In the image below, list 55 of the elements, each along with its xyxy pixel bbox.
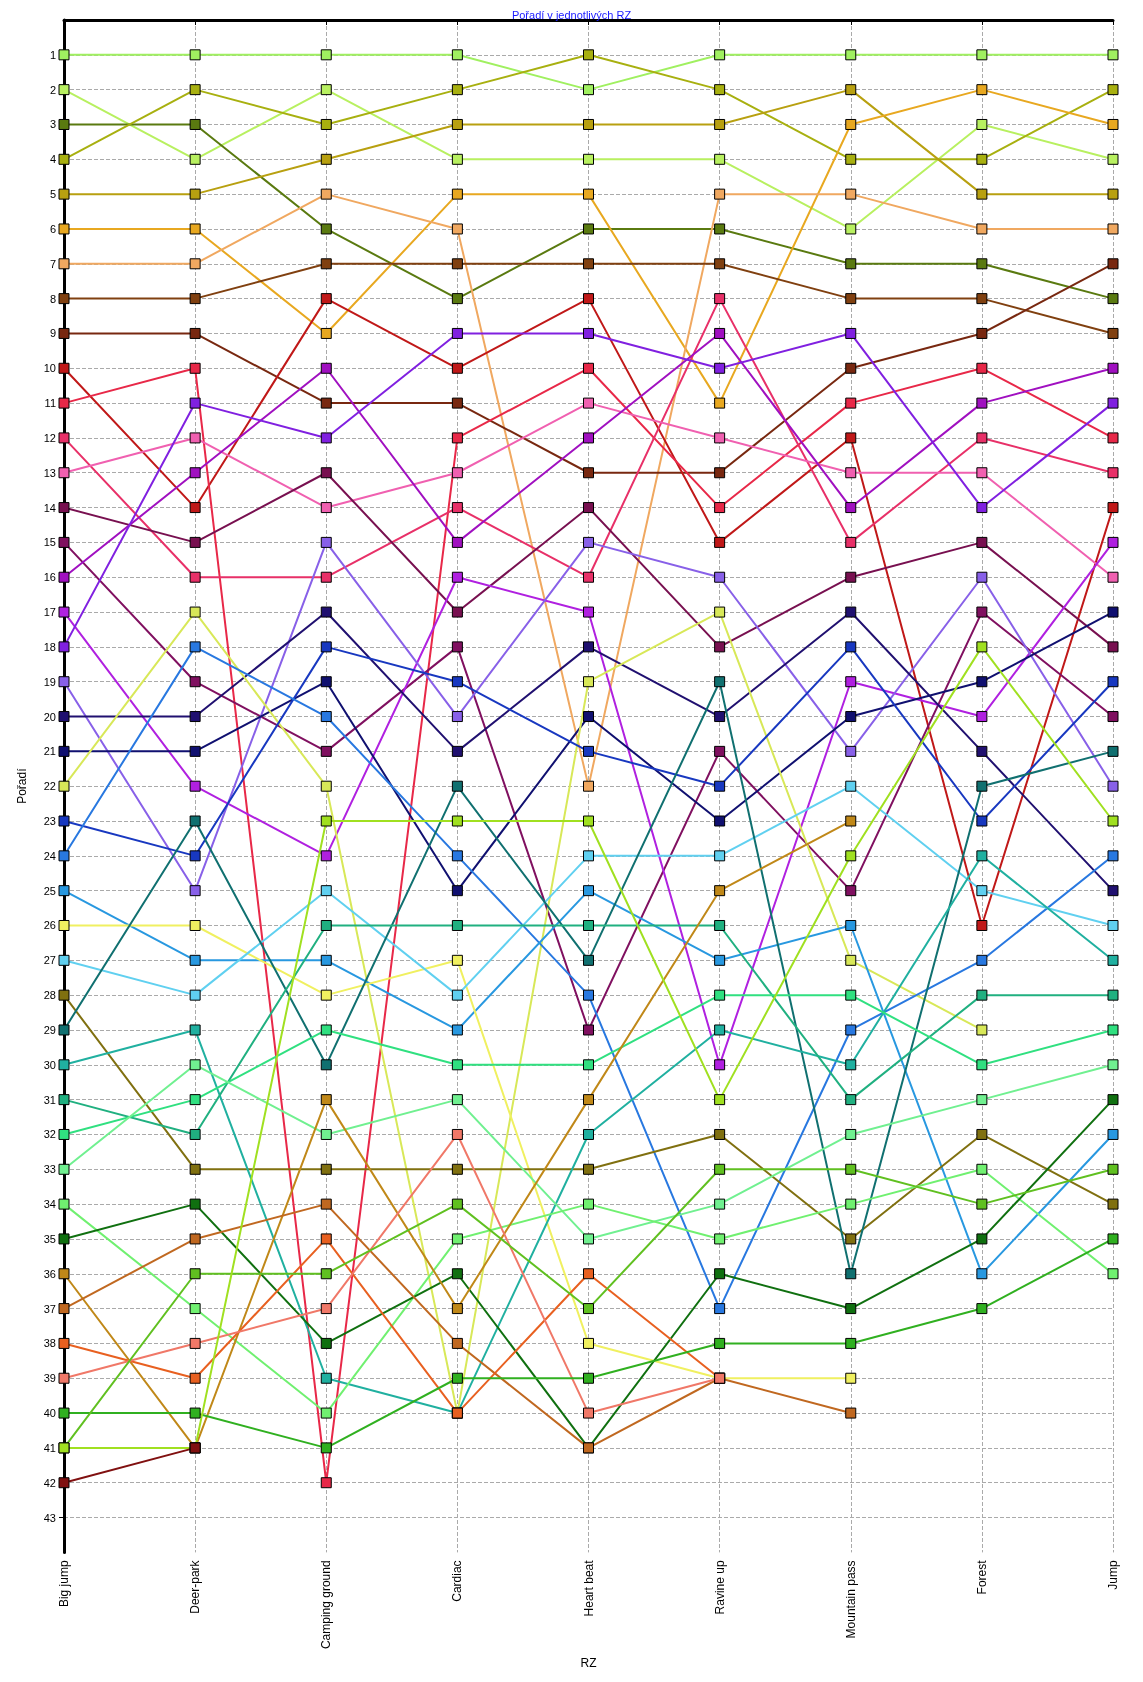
- y-tick-label: 36: [43, 1267, 56, 1280]
- y-tick-label: 31: [43, 1093, 56, 1106]
- x-tick-label: Big jump: [57, 1560, 71, 1608]
- y-tick-label: 13: [43, 466, 56, 479]
- x-tick-label: Deer-park: [188, 1559, 203, 1614]
- y-tick-label: 18: [43, 640, 56, 653]
- y-tick-label: 16: [43, 571, 56, 584]
- y-tick-label: 29: [43, 1023, 56, 1036]
- y-tick-label: 33: [43, 1163, 56, 1176]
- y-tick-label: 4: [49, 153, 56, 166]
- y-tick-label: 8: [49, 292, 56, 305]
- y-tick-label: 28: [43, 989, 56, 1002]
- x-tick-label: Heart beat: [581, 1559, 596, 1617]
- y-tick-label: 41: [43, 1441, 56, 1454]
- y-tick-label: 2: [49, 83, 56, 96]
- x-tick-label: Forest: [974, 1559, 989, 1595]
- y-tick-label: 23: [43, 815, 56, 828]
- y-tick-label: 12: [43, 431, 56, 444]
- x-tick-label: Jump: [1106, 1560, 1120, 1590]
- x-tick-label: Camping ground: [319, 1560, 334, 1650]
- y-tick-label: 38: [43, 1337, 56, 1350]
- x-axis-title: RZ: [580, 1656, 597, 1670]
- chart-title: Pořadí v jednotlivých RZ: [511, 8, 632, 21]
- y-tick-label: 32: [43, 1128, 56, 1141]
- y-tick-label: 1: [49, 48, 56, 61]
- y-tick-label: 3: [49, 118, 56, 131]
- y-tick-label: 25: [43, 884, 56, 897]
- y-tick-label: 19: [43, 675, 56, 688]
- y-tick-label: 9: [49, 327, 56, 340]
- y-tick-label: 35: [43, 1232, 56, 1245]
- x-tick-label: Cardiac: [450, 1560, 465, 1602]
- x-tick-label: Ravine up: [712, 1560, 727, 1615]
- y-tick-label: 42: [43, 1476, 56, 1489]
- y-tick-label: 7: [49, 257, 56, 270]
- y-tick-label: 5: [49, 188, 56, 201]
- y-tick-label: 21: [43, 745, 56, 758]
- y-tick-label: 6: [49, 222, 56, 235]
- y-axis-title: Pořadí: [15, 767, 29, 804]
- y-tick-label: 15: [43, 536, 56, 549]
- y-tick-label: 24: [43, 849, 56, 862]
- y-tick-label: 40: [43, 1407, 56, 1420]
- y-tick-label: 34: [43, 1198, 56, 1211]
- y-tick-label: 11: [44, 397, 56, 410]
- y-tick-label: 30: [43, 1058, 56, 1071]
- x-tick-label: Mountain pass: [843, 1560, 858, 1639]
- y-tick-label: 17: [43, 606, 56, 619]
- y-tick-label: 39: [43, 1372, 56, 1385]
- y-tick-label: 20: [43, 710, 56, 723]
- y-tick-label: 10: [43, 362, 56, 375]
- y-tick-label: 14: [43, 501, 56, 514]
- y-tick-label: 43: [43, 1511, 56, 1524]
- y-tick-label: 27: [43, 954, 56, 967]
- y-tick-label: 22: [43, 780, 56, 793]
- y-tick-label: 26: [43, 919, 56, 932]
- y-tick-label: 37: [43, 1302, 56, 1315]
